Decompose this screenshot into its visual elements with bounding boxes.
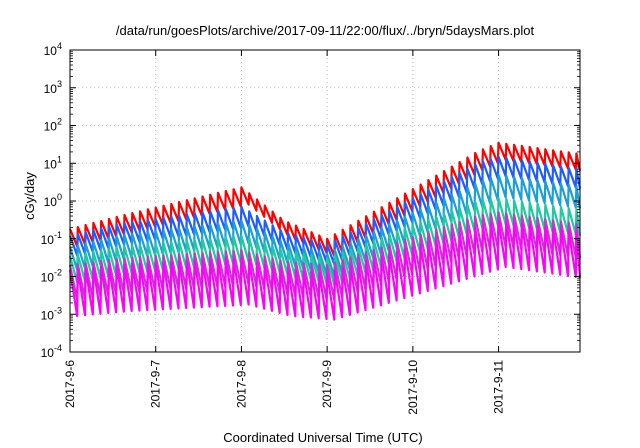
y-tick-label: 103: [44, 79, 62, 96]
x-axis-label: Coordinated Universal Time (UTC): [223, 430, 422, 445]
y-tick-label: 10-1: [41, 230, 62, 247]
x-tick-label: 2017-9-6: [63, 360, 77, 408]
y-tick-label: 10-4: [41, 343, 62, 360]
y-tick-label: 102: [44, 117, 62, 134]
y-tick-exponent: 3: [57, 79, 62, 89]
y-tick-base: 10: [44, 195, 58, 209]
y-tick-exponent: -1: [54, 230, 62, 240]
x-tick-label: 2017-9-10: [406, 360, 420, 415]
y-tick-base: 10: [41, 233, 55, 247]
y-tick-label: 100: [44, 192, 62, 209]
series-line-5: [68, 219, 582, 321]
y-tick-label: 104: [44, 41, 62, 58]
x-tick-label: 2017-9-11: [492, 360, 506, 414]
y-tick-exponent: -3: [54, 305, 62, 315]
y-tick-base: 10: [41, 271, 55, 285]
y-tick-base: 10: [44, 44, 58, 58]
y-tick-exponent: -4: [54, 343, 62, 353]
y-tick-label: 10-2: [41, 268, 62, 285]
x-tick-label: 2017-9-9: [320, 360, 334, 408]
y-tick-base: 10: [44, 120, 58, 134]
y-tick-base: 10: [44, 157, 58, 171]
y-tick-base: 10: [41, 346, 55, 360]
y-tick-exponent: 0: [57, 192, 62, 202]
y-tick-exponent: 1: [57, 154, 62, 164]
y-axis-label: cGy/day: [22, 172, 37, 220]
x-tick-label: 2017-9-7: [149, 360, 163, 408]
y-tick-label: 101: [44, 154, 62, 171]
y-tick-exponent: 2: [57, 117, 62, 127]
y-tick-base: 10: [41, 308, 55, 322]
y-tick-exponent: 4: [57, 41, 62, 51]
y-tick-label: 10-3: [41, 305, 62, 322]
series-lines: [68, 141, 582, 321]
x-tick-label: 2017-9-8: [234, 360, 248, 408]
y-tick-exponent: -2: [54, 268, 62, 278]
y-tick-base: 10: [44, 82, 58, 96]
chart-title: /data/run/goesPlots/archive/2017-09-11/2…: [116, 23, 535, 38]
x-axis-ticks: 2017-9-6 2017-9-7 2017-9-8 2017-9-9 2017-9-1…: [63, 50, 506, 415]
